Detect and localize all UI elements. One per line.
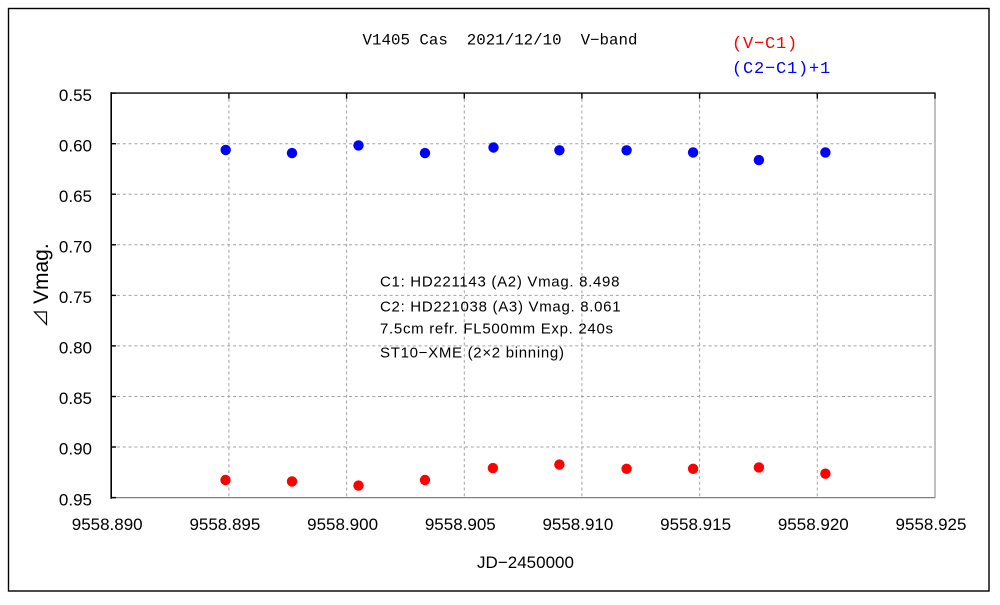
svg-text:(V−C1): (V−C1)	[732, 35, 798, 54]
svg-text:C2: HD221038 (A3) Vmag. 8.061: C2: HD221038 (A3) Vmag. 8.061	[380, 298, 621, 315]
svg-text:9558.890: 9558.890	[72, 515, 143, 534]
svg-text:0.85: 0.85	[59, 389, 92, 408]
svg-text:0.60: 0.60	[59, 136, 92, 155]
svg-text:0.80: 0.80	[59, 339, 92, 358]
svg-text:9558.915: 9558.915	[660, 515, 731, 534]
svg-text:ST10−XME (2×2 binning): ST10−XME (2×2 binning)	[380, 345, 565, 362]
svg-text:9558.925: 9558.925	[896, 515, 967, 534]
svg-text:9558.900: 9558.900	[307, 515, 378, 534]
svg-text:9558.910: 9558.910	[542, 515, 613, 534]
svg-text:0.70: 0.70	[59, 238, 92, 257]
svg-text:(C2−C1)+1: (C2−C1)+1	[732, 60, 831, 79]
svg-text:0.75: 0.75	[59, 288, 92, 307]
svg-text:C1: HD221143 (A2) Vmag. 8.498: C1: HD221143 (A2) Vmag. 8.498	[380, 274, 620, 291]
svg-text:JD−2450000: JD−2450000	[477, 553, 574, 572]
svg-text:9558.920: 9558.920	[778, 515, 849, 534]
svg-text:0.90: 0.90	[59, 440, 92, 459]
svg-text:0.95: 0.95	[59, 490, 92, 509]
svg-text:0.55: 0.55	[59, 86, 92, 105]
svg-text:Vmag.: Vmag.	[30, 243, 53, 304]
svg-text:V1405 Cas 2021/12/10 V−band: V1405 Cas 2021/12/10 V−band	[363, 32, 638, 50]
svg-text:9558.895: 9558.895	[189, 515, 260, 534]
svg-text:9558.905: 9558.905	[425, 515, 496, 534]
svg-text:0.65: 0.65	[59, 187, 92, 206]
svg-text:7.5cm refr. FL500mm Exp. 240s: 7.5cm refr. FL500mm Exp. 240s	[380, 320, 614, 337]
